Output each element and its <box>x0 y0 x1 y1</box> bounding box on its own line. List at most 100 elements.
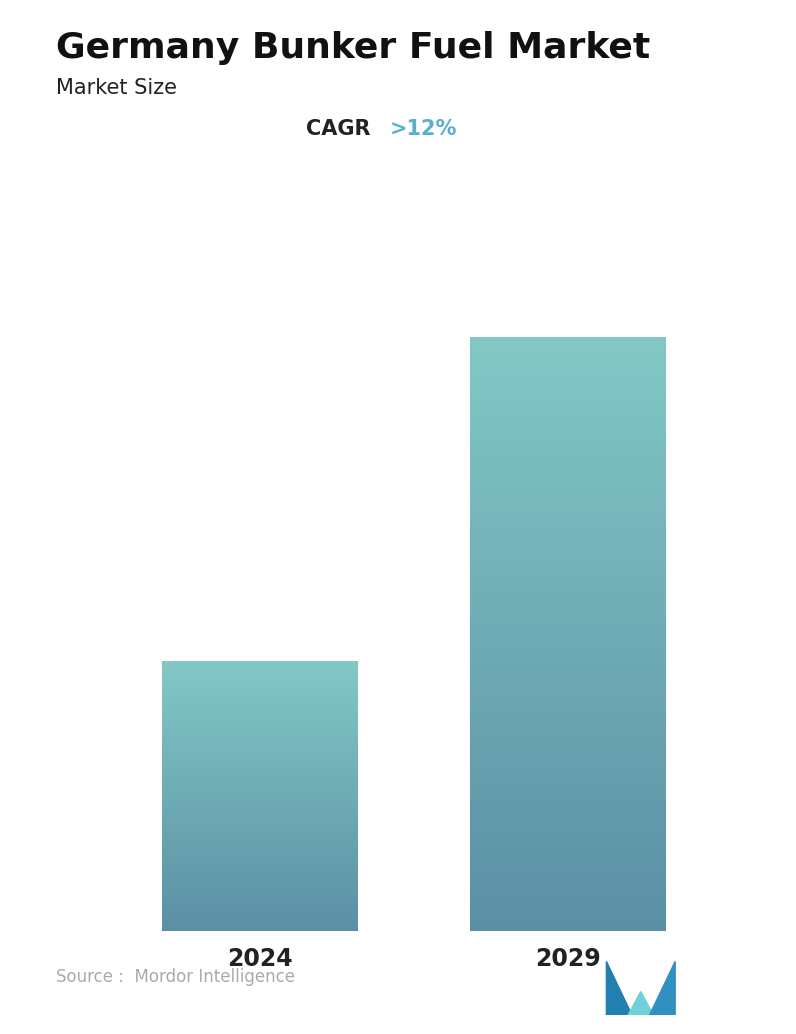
Bar <box>470 697 666 699</box>
Bar <box>470 814 666 816</box>
Bar <box>470 580 666 582</box>
Bar <box>470 731 666 733</box>
Bar <box>470 644 666 645</box>
Bar <box>470 523 666 525</box>
Bar <box>470 903 666 905</box>
Bar <box>470 782 666 784</box>
Bar <box>470 805 666 808</box>
Bar <box>470 838 666 840</box>
Bar <box>470 402 666 404</box>
Bar <box>470 389 666 391</box>
Bar <box>470 387 666 389</box>
Bar <box>470 711 666 713</box>
Bar <box>470 802 666 804</box>
Bar <box>470 616 666 618</box>
Bar <box>470 567 666 569</box>
Bar <box>470 690 666 691</box>
Bar <box>470 539 666 541</box>
Bar <box>470 816 666 818</box>
Bar <box>470 467 666 469</box>
Bar <box>470 786 666 788</box>
Bar <box>470 755 666 757</box>
Bar <box>470 432 666 434</box>
Bar <box>470 339 666 341</box>
Bar <box>470 369 666 370</box>
Bar <box>470 656 666 658</box>
Bar <box>470 707 666 709</box>
Bar <box>470 537 666 539</box>
Bar <box>470 562 666 565</box>
Bar <box>470 376 666 378</box>
Bar <box>470 877 666 879</box>
Bar <box>470 827 666 829</box>
Bar <box>470 554 666 556</box>
Bar <box>470 588 666 590</box>
Bar <box>470 853 666 855</box>
Bar <box>470 608 666 610</box>
Bar <box>470 448 666 450</box>
Polygon shape <box>628 992 654 1015</box>
Bar <box>470 507 666 509</box>
Bar <box>470 744 666 747</box>
Bar <box>470 855 666 857</box>
Bar <box>470 683 666 686</box>
Bar <box>470 530 666 533</box>
Bar <box>470 664 666 666</box>
Bar <box>470 394 666 396</box>
Bar <box>470 372 666 374</box>
Bar <box>470 719 666 721</box>
Bar <box>470 535 666 537</box>
Bar <box>470 442 666 444</box>
Bar <box>470 742 666 744</box>
Bar <box>470 753 666 755</box>
Bar <box>470 889 666 891</box>
Bar <box>470 658 666 660</box>
Bar <box>470 870 666 872</box>
Bar <box>470 725 666 727</box>
Bar <box>470 669 666 671</box>
Bar <box>470 519 666 521</box>
Bar <box>470 460 666 461</box>
Bar <box>470 454 666 456</box>
Bar <box>470 436 666 438</box>
Bar <box>470 465 666 467</box>
Bar <box>470 901 666 903</box>
Text: Source :  Mordor Intelligence: Source : Mordor Intelligence <box>56 968 295 986</box>
Bar <box>470 666 666 667</box>
Bar <box>470 363 666 365</box>
Bar <box>470 660 666 662</box>
Text: Market Size: Market Size <box>56 78 177 97</box>
Bar <box>470 920 666 922</box>
Bar <box>470 861 666 863</box>
Bar <box>470 826 666 827</box>
Bar <box>470 463 666 465</box>
Bar <box>470 899 666 901</box>
Bar <box>470 768 666 770</box>
Text: Germany Bunker Fuel Market: Germany Bunker Fuel Market <box>56 31 650 65</box>
Bar <box>470 922 666 924</box>
Bar <box>470 345 666 346</box>
Bar <box>470 430 666 432</box>
Bar <box>470 872 666 874</box>
Bar <box>470 636 666 638</box>
Bar <box>470 521 666 523</box>
Bar <box>470 859 666 861</box>
Bar <box>470 582 666 584</box>
Bar <box>470 418 666 420</box>
Bar <box>470 896 666 899</box>
Bar <box>470 812 666 814</box>
Bar <box>470 875 666 877</box>
Bar <box>470 482 666 484</box>
Bar <box>470 642 666 644</box>
Bar <box>470 918 666 920</box>
Bar <box>470 667 666 669</box>
Bar <box>470 917 666 919</box>
Bar <box>470 408 666 410</box>
Bar <box>470 857 666 859</box>
Bar <box>470 879 666 881</box>
Bar <box>470 485 666 487</box>
Bar <box>470 850 666 851</box>
Bar <box>470 709 666 711</box>
Bar <box>470 705 666 707</box>
Bar <box>470 822 666 824</box>
